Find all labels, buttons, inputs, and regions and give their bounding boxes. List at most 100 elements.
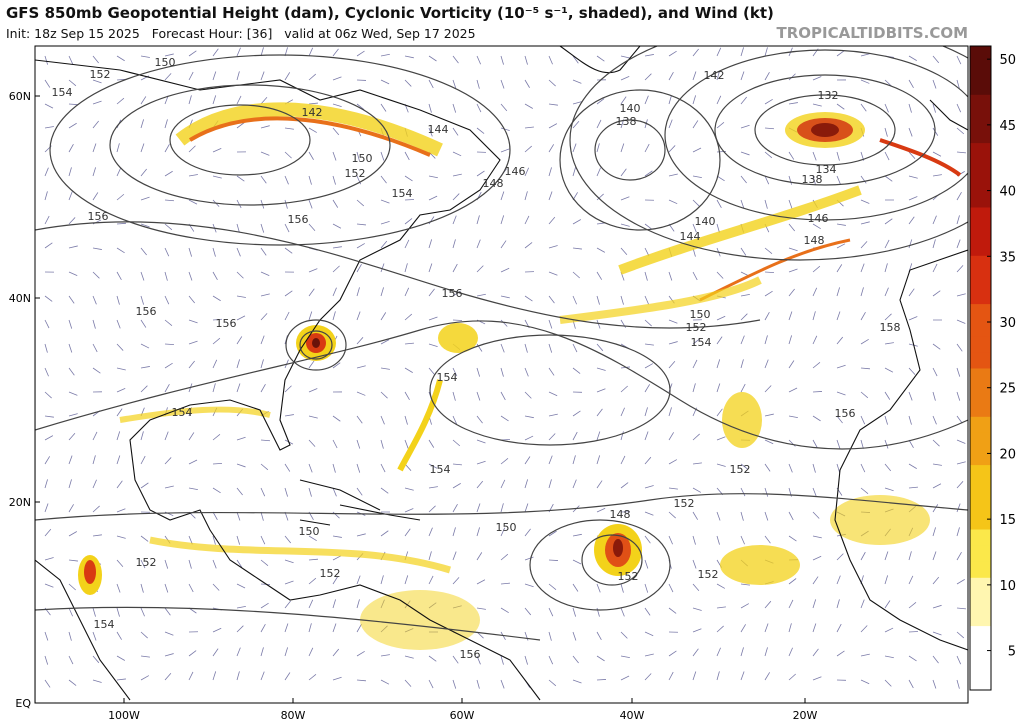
wind-barb <box>524 583 534 588</box>
wind-barb <box>884 487 894 492</box>
wind-barb <box>68 55 74 65</box>
wind-barb <box>908 463 917 469</box>
wind-barb <box>668 432 674 441</box>
wind-barb <box>332 599 336 609</box>
wind-barb <box>716 647 721 657</box>
wind-barb <box>812 555 822 561</box>
wind-barb <box>836 264 843 273</box>
contour-label: 152 <box>698 568 719 581</box>
wind-barb <box>860 653 870 657</box>
wind-barb <box>884 627 894 633</box>
wind-barb <box>260 559 269 567</box>
wind-barb <box>548 319 553 329</box>
wind-barb <box>932 551 937 561</box>
contour-label: 140 <box>620 102 641 115</box>
wind-barb <box>932 103 936 113</box>
wind-barb <box>860 103 867 112</box>
wind-barb <box>836 151 840 161</box>
wind-barb <box>404 487 414 491</box>
wind-barb <box>260 151 270 156</box>
wind-barb <box>524 367 529 377</box>
wind-barb <box>788 360 795 369</box>
wind-barb <box>188 199 198 205</box>
wind-barb <box>572 655 579 664</box>
wind-barb <box>332 246 342 249</box>
wind-barb <box>812 487 817 497</box>
wind-barb <box>908 655 917 662</box>
wind-barb <box>380 439 384 449</box>
wind-barb <box>164 271 168 281</box>
wind-barb <box>212 535 216 545</box>
wind-barb <box>308 102 318 105</box>
wind-barb <box>284 311 290 321</box>
wind-barb <box>740 583 750 586</box>
wind-barb <box>452 391 456 401</box>
wind-barb <box>548 530 557 537</box>
wind-barb <box>308 535 317 542</box>
wind-barb <box>92 100 102 105</box>
wind-barb <box>908 575 914 585</box>
wind-barb <box>236 535 241 545</box>
wind-barb <box>332 127 340 136</box>
wind-barb <box>860 221 870 225</box>
wind-barb <box>524 556 534 561</box>
wind-barb <box>140 343 150 349</box>
wind-barb <box>164 485 174 489</box>
wind-barb <box>428 575 434 585</box>
wind-barb <box>44 126 54 129</box>
wind-barb <box>116 222 127 225</box>
contour-label: 152 <box>345 167 366 180</box>
wind-barb <box>812 76 822 81</box>
wind-barb <box>764 385 772 393</box>
wind-barb <box>140 295 145 305</box>
wind-barb <box>380 79 390 85</box>
colorbar-swatch <box>970 400 991 417</box>
wind-barb <box>812 151 817 161</box>
wind-barb <box>476 579 486 585</box>
wind-barb <box>260 97 268 105</box>
colorbar-swatch <box>970 496 991 514</box>
wind-barb <box>692 583 700 592</box>
lon-label: 40W <box>620 709 645 722</box>
wind-barb <box>236 336 243 345</box>
wind-barb <box>284 487 288 497</box>
wind-barb <box>716 408 723 417</box>
wind-barb <box>116 343 124 351</box>
wind-barb <box>188 271 193 281</box>
wind-barb <box>164 631 174 636</box>
wind-barb <box>668 511 676 519</box>
contour-label: 150 <box>496 521 517 534</box>
map-frame <box>34 45 969 704</box>
wind-barb <box>380 487 389 494</box>
wind-barb <box>908 239 913 249</box>
wind-barb <box>908 679 914 689</box>
wind-barb <box>308 47 314 57</box>
wind-barb <box>692 223 697 233</box>
wind-barb <box>644 607 651 616</box>
wind-barb <box>788 335 793 345</box>
colorbar-swatch <box>970 448 991 466</box>
wind-barb <box>956 79 960 89</box>
colorbar-swatch <box>970 416 991 433</box>
wind-barb <box>908 391 913 401</box>
wind-barb <box>812 265 821 273</box>
wind-barb <box>740 647 744 657</box>
colorbar-swatch <box>970 593 991 610</box>
wind-barb <box>308 439 316 447</box>
vorticity-shading <box>78 102 962 650</box>
wind-barb <box>404 575 409 585</box>
wind-barb <box>836 50 845 57</box>
colorbar-tick-label: 15 <box>999 513 1016 528</box>
wind-barb <box>644 511 654 516</box>
wind-barb <box>428 239 433 249</box>
wind-barb <box>860 175 867 184</box>
wind-barb <box>68 167 72 177</box>
wind-barb <box>644 295 649 305</box>
wind-barb <box>788 599 794 609</box>
wind-barb <box>164 143 170 153</box>
wind-barb <box>836 553 844 561</box>
wind-barb <box>740 671 745 681</box>
colorbar-swatch <box>970 126 991 144</box>
wind-barb <box>596 295 600 305</box>
wind-barb <box>812 439 818 449</box>
